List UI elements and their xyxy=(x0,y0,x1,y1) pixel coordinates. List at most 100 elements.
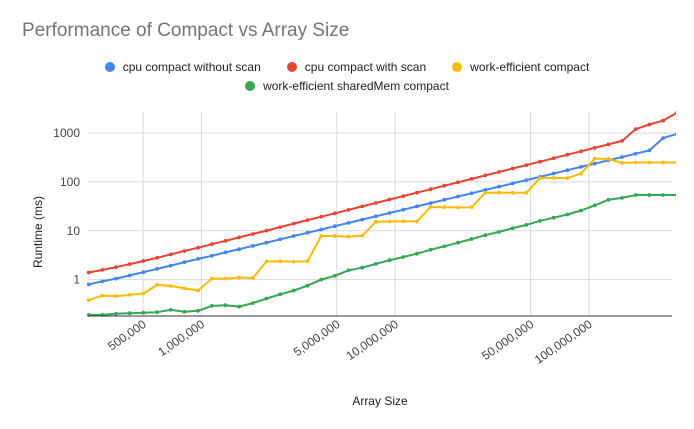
series-1-point xyxy=(250,232,255,236)
series-2-point xyxy=(592,156,597,161)
series-0-point xyxy=(264,240,269,245)
series-2-point xyxy=(497,190,501,195)
series-3-point xyxy=(401,255,406,259)
series-0-point xyxy=(442,197,447,202)
series-0-point xyxy=(428,201,433,206)
series-0-point xyxy=(182,260,187,265)
series-2-point xyxy=(333,234,337,238)
series-0-point xyxy=(633,151,638,156)
series-3-point xyxy=(415,251,419,256)
series-0-point xyxy=(223,250,228,255)
series-3-point xyxy=(141,310,146,315)
series-3-point xyxy=(469,237,474,241)
series-3-point xyxy=(114,311,118,316)
series-1-point xyxy=(633,127,638,132)
series-2-point xyxy=(374,219,378,224)
series-3-point xyxy=(250,301,255,305)
y-tick-label: 100 xyxy=(60,175,80,189)
series-1-point xyxy=(579,149,583,154)
series-3-point xyxy=(237,304,242,309)
series-1-point xyxy=(278,225,283,230)
series-1-point xyxy=(114,265,118,270)
series-0-point xyxy=(127,273,132,278)
series-line-2 xyxy=(88,157,676,302)
legend-swatch-cpu-scan xyxy=(286,62,297,72)
series-0-point xyxy=(196,257,201,261)
series-0-point xyxy=(510,181,515,186)
x-tick-label: 10,000,000 xyxy=(344,317,401,363)
series-3-point xyxy=(633,193,638,197)
series-1-point xyxy=(469,177,474,181)
series-3-point xyxy=(333,273,337,278)
series-3-point xyxy=(387,258,392,263)
series-0-point xyxy=(374,214,378,219)
legend-row-2: work-efficient sharedMem compact xyxy=(0,79,694,93)
series-0-point xyxy=(661,136,665,141)
series-1-point xyxy=(237,235,242,240)
series-0-point xyxy=(415,204,419,209)
series-2-point xyxy=(360,233,365,238)
series-2-point xyxy=(209,276,214,281)
series-0-point xyxy=(497,184,501,189)
series-3-point xyxy=(674,193,676,197)
series-3-point xyxy=(291,288,296,293)
series-2-point xyxy=(100,293,105,298)
series-1-point xyxy=(168,252,173,257)
series-0-point xyxy=(346,221,351,225)
series-2-point xyxy=(127,292,132,297)
series-1-point xyxy=(456,180,460,185)
legend-label-work-efficient: work-efficient compact xyxy=(470,60,590,74)
series-0-point xyxy=(647,148,652,153)
series-3-point xyxy=(196,308,201,313)
series-0-point xyxy=(209,253,214,258)
series-2-point xyxy=(647,160,652,165)
series-2-point xyxy=(538,176,542,181)
series-1-point xyxy=(401,194,406,199)
series-2-point xyxy=(633,160,638,165)
series-1-point xyxy=(319,214,324,219)
series-3-point xyxy=(168,308,173,312)
x-tick-label: 50,000,000 xyxy=(479,317,536,363)
series-0-point xyxy=(456,194,460,199)
series-layer xyxy=(86,111,676,317)
legend-item-cpu-scan[interactable]: cpu compact with scan xyxy=(286,60,427,74)
series-0-point xyxy=(674,132,676,136)
series-1-point xyxy=(510,166,515,171)
series-line-0 xyxy=(88,133,676,286)
series-1-point xyxy=(223,239,228,243)
series-1-point xyxy=(538,159,542,164)
series-1-point xyxy=(497,170,501,174)
legend-label-cpu-scan: cpu compact with scan xyxy=(304,60,427,74)
series-1-point xyxy=(674,111,676,115)
series-3-point xyxy=(647,193,652,197)
legend-item-cpu-no-scan[interactable]: cpu compact without scan xyxy=(104,60,261,74)
series-3-point xyxy=(497,230,501,234)
series-2-point xyxy=(401,219,406,224)
series-0-point xyxy=(524,178,529,183)
series-1-point xyxy=(127,262,132,266)
series-1-point xyxy=(360,204,365,209)
series-0-point xyxy=(551,171,556,176)
legend-label-cpu-no-scan: cpu compact without scan xyxy=(122,60,261,74)
series-1-point xyxy=(182,249,187,253)
series-3-point xyxy=(360,265,365,270)
series-2-point xyxy=(346,234,351,239)
series-0-point xyxy=(114,276,118,281)
series-1-point xyxy=(524,163,529,168)
legend-item-work-efficient[interactable]: work-efficient compact xyxy=(452,60,589,74)
x-tick-label: 100,000,000 xyxy=(532,317,595,367)
x-tick-label: 5,000,000 xyxy=(291,317,343,359)
series-1-point xyxy=(647,122,652,127)
series-1-point xyxy=(620,139,624,143)
series-1-point xyxy=(565,152,570,157)
legend-row-1: cpu compact without scan cpu compact wit… xyxy=(0,60,694,74)
series-3-point xyxy=(579,208,583,213)
series-0-point xyxy=(100,279,105,284)
series-2-point xyxy=(196,288,201,293)
series-2-point xyxy=(579,171,583,176)
series-3-point xyxy=(483,233,488,238)
legend-item-sharedmem[interactable]: work-efficient sharedMem compact xyxy=(245,79,449,93)
series-0-point xyxy=(579,165,583,169)
series-0-point xyxy=(237,247,242,252)
